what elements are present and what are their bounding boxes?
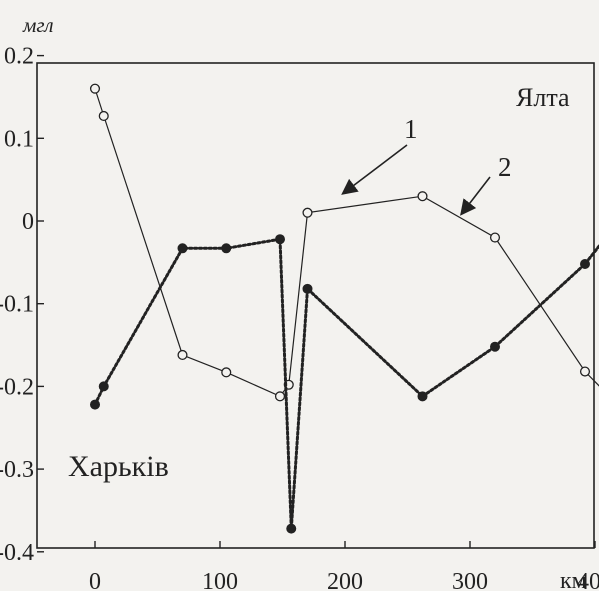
- y-tick-label: -0.3: [0, 457, 34, 483]
- series-1-point: [489, 232, 501, 243]
- series-2: [90, 234, 599, 534]
- yalta-label: Ялта: [516, 83, 570, 112]
- series-2-point: [98, 381, 109, 392]
- x-tick-label: 100: [202, 569, 238, 591]
- x-tick-label: 400: [577, 569, 599, 591]
- series-2-point: [489, 341, 500, 352]
- series-1-line: [94, 88, 599, 398]
- y-tick-label: -0.1: [0, 292, 34, 318]
- y-tick-label: 0: [22, 209, 34, 235]
- series-1-point: [98, 110, 109, 122]
- x-unit-label: км: [560, 568, 587, 591]
- series-1-point: [177, 349, 188, 361]
- series-1: [89, 83, 599, 402]
- series-2-point: [274, 234, 285, 245]
- series-1-point: [579, 366, 591, 377]
- callout-1-arrow: [341, 144, 408, 195]
- x-tick-label: 200: [327, 569, 363, 591]
- series-2-point: [90, 399, 101, 410]
- series-1-point: [417, 191, 428, 202]
- x-tick-label: 300: [452, 569, 488, 591]
- series-1-point: [89, 83, 101, 94]
- x-axis-ticks: 0100200300400500: [89, 541, 599, 591]
- series-2-point: [417, 391, 428, 402]
- x-tick-label: 0: [89, 569, 101, 591]
- y-tick-label: 0.2: [4, 44, 34, 70]
- series-1-point: [302, 207, 313, 218]
- series-2-point: [177, 243, 188, 254]
- y-axis-ticks: 0.2 0.1 0 -0.1 -0.2 -0.3 -0.4: [0, 44, 44, 566]
- y-unit-label: мгл: [22, 13, 53, 37]
- series-2-point: [286, 523, 297, 534]
- y-tick-label: 0.1: [4, 126, 34, 152]
- y-tick-label: -0.4: [0, 540, 34, 566]
- series-2-point: [580, 259, 591, 270]
- series-1-point: [274, 391, 286, 402]
- callout-1-label: 1: [404, 114, 418, 144]
- callout-2-arrow: [460, 176, 491, 216]
- plot-frame: [36, 62, 595, 549]
- series-2-line: [93, 237, 599, 529]
- series-2-point: [302, 283, 313, 294]
- series-1-point: [221, 367, 232, 378]
- series-2-point: [221, 243, 232, 254]
- kharkiv-label: Харьків: [68, 450, 169, 483]
- callout-2-label: 2: [498, 152, 512, 182]
- y-tick-label: -0.2: [0, 374, 34, 400]
